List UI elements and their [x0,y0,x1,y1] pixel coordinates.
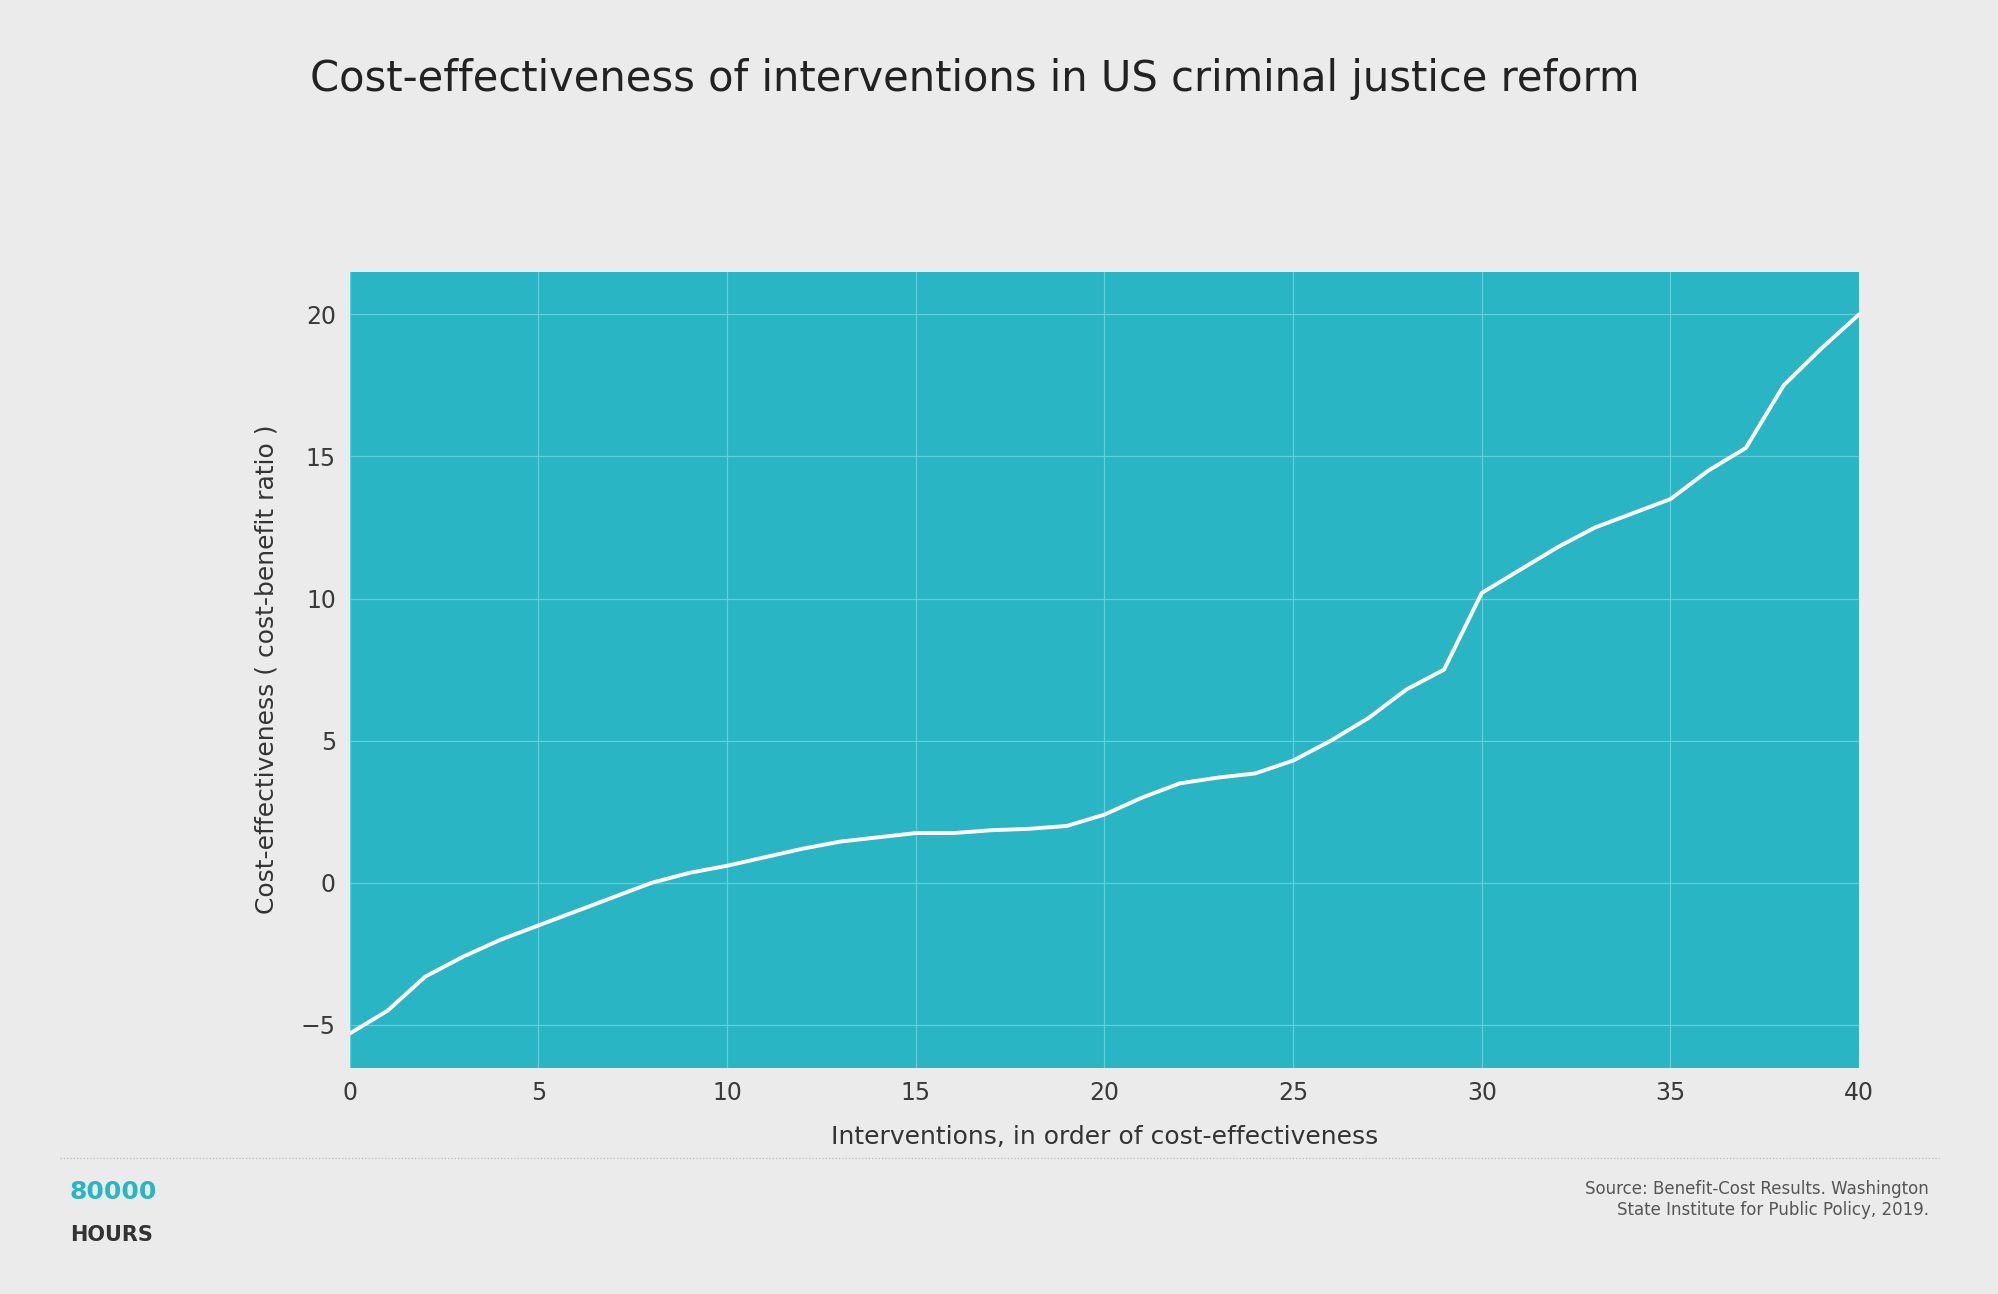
Text: Source: Benefit-Cost Results. Washington
State Institute for Public Policy, 2019: Source: Benefit-Cost Results. Washington… [1584,1180,1928,1219]
Y-axis label: Cost-effectiveness ( cost-benefit ratio ): Cost-effectiveness ( cost-benefit ratio … [254,424,278,915]
Text: 80000: 80000 [70,1180,158,1205]
Text: HOURS: HOURS [70,1225,152,1245]
Text: Cost-effectiveness of interventions in US criminal justice reform: Cost-effectiveness of interventions in U… [310,58,1638,100]
X-axis label: Interventions, in order of cost-effectiveness: Interventions, in order of cost-effectiv… [831,1124,1377,1149]
